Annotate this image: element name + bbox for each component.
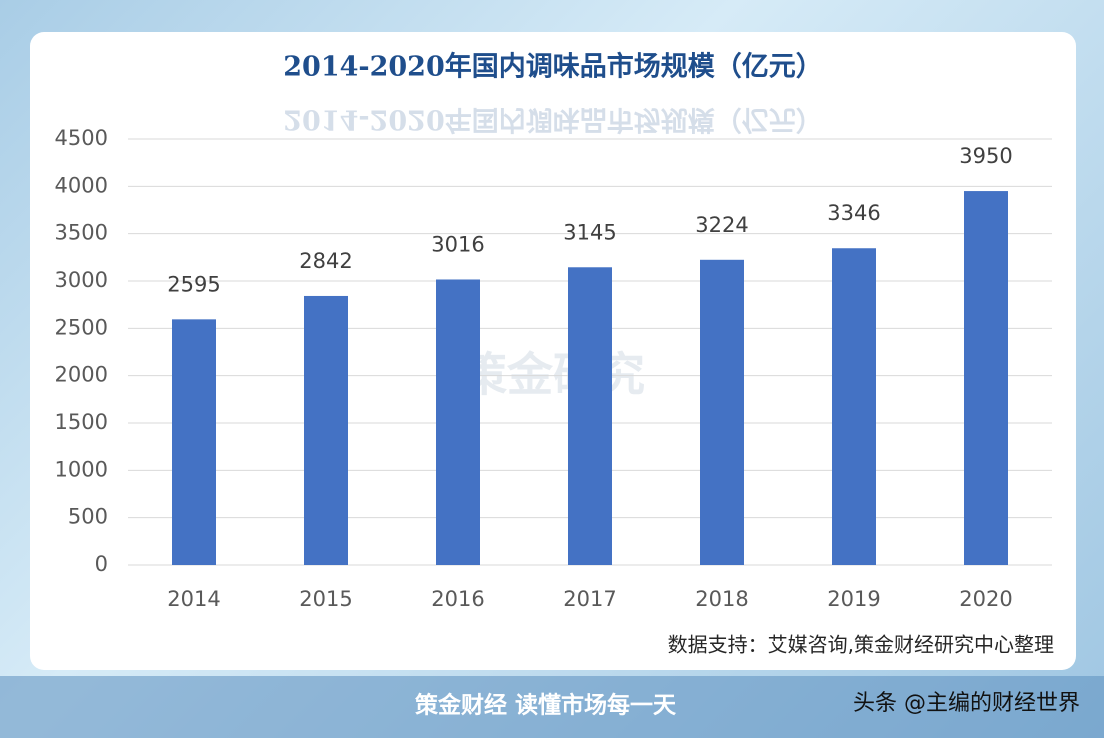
title-reflection: 2014-2020年国内调味品市场规模（亿元）: [283, 104, 823, 136]
footer-account: 头条 @主编的财经世界: [853, 691, 1080, 716]
y-tick-label: 4500: [55, 126, 108, 150]
x-tick-label: 2014: [167, 587, 220, 611]
y-tick-label: 3000: [55, 268, 108, 292]
x-tick-label: 2016: [431, 587, 484, 611]
y-tick-label: 500: [68, 505, 108, 529]
data-label: 2842: [299, 249, 352, 273]
y-tick-label: 1500: [55, 410, 108, 434]
bar: [436, 279, 480, 565]
bar: [304, 295, 348, 565]
y-tick-label: 2000: [55, 363, 108, 387]
watermark: 策金研究: [461, 348, 645, 402]
footer-brand: 策金财经 读懂市场每一天: [415, 692, 677, 719]
y-tick-label: 4000: [55, 173, 108, 197]
y-tick-label: 3500: [55, 221, 108, 245]
data-label: 3016: [431, 232, 484, 256]
bar: [568, 267, 612, 565]
x-tick-label: 2020: [959, 587, 1012, 611]
x-tick-label: 2017: [563, 587, 616, 611]
y-tick-label: 1000: [55, 457, 108, 481]
data-label: 3950: [959, 144, 1012, 168]
bar: [832, 248, 876, 565]
card: [30, 32, 1076, 670]
data-label: 3346: [827, 201, 880, 225]
x-tick-label: 2015: [299, 587, 352, 611]
x-tick-label: 2018: [695, 587, 748, 611]
bar: [964, 191, 1008, 566]
data-label: 3224: [695, 213, 748, 237]
data-label: 3145: [563, 220, 616, 244]
data-label: 2595: [167, 272, 220, 296]
y-tick-label: 0: [95, 552, 108, 576]
footer-band: [0, 676, 1104, 738]
chart-title: 2014-2020年国内调味品市场规模（亿元）: [283, 51, 823, 83]
source-note: 数据支持：艾媒咨询,策金财经研究中心整理: [668, 633, 1054, 657]
bar: [172, 319, 216, 565]
x-tick-label: 2019: [827, 587, 880, 611]
bar: [700, 259, 744, 565]
y-tick-label: 2500: [55, 315, 108, 339]
